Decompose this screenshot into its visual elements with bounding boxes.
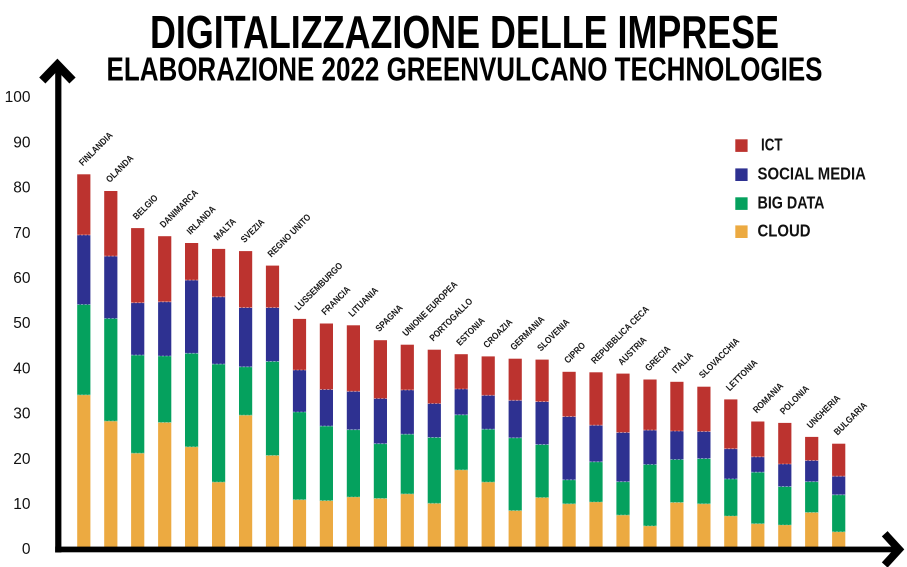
svg-text:30: 30 — [13, 406, 31, 423]
svg-text:GRECIA: GRECIA — [643, 343, 673, 373]
svg-text:60: 60 — [13, 270, 31, 287]
svg-text:BIG DATA: BIG DATA — [758, 193, 825, 213]
svg-text:UNIONE EUROPEA: UNIONE EUROPEA — [400, 279, 460, 339]
svg-text:SOCIAL MEDIA: SOCIAL MEDIA — [758, 164, 867, 184]
svg-text:BELGIO: BELGIO — [131, 192, 160, 221]
svg-text:FINLANDIA: FINLANDIA — [77, 129, 116, 168]
svg-text:ICT: ICT — [761, 135, 783, 155]
svg-text:100: 100 — [5, 89, 31, 106]
svg-text:CIPRO: CIPRO — [562, 340, 588, 366]
svg-text:90: 90 — [13, 134, 31, 151]
svg-text:LETTONIA: LETTONIA — [724, 357, 760, 393]
svg-text:80: 80 — [13, 180, 31, 197]
svg-text:DIGITALIZZAZIONE DELLE IMPRESE: DIGITALIZZAZIONE DELLE IMPRESE — [150, 6, 779, 58]
svg-text:50: 50 — [13, 315, 31, 332]
svg-text:REGNO UNITO: REGNO UNITO — [265, 212, 313, 260]
svg-text:ELABORAZIONE 2022 GREENVULCANO: ELABORAZIONE 2022 GREENVULCANO TECHNOLOG… — [107, 52, 823, 89]
svg-text:IRLANDA: IRLANDA — [184, 203, 218, 237]
svg-text:0: 0 — [22, 541, 31, 558]
svg-text:LITUANIA: LITUANIA — [346, 284, 381, 319]
svg-text:20: 20 — [13, 451, 31, 468]
svg-text:SPAGNA: SPAGNA — [373, 302, 405, 334]
svg-text:10: 10 — [13, 496, 31, 513]
svg-text:MALTA: MALTA — [211, 215, 238, 242]
svg-text:40: 40 — [13, 360, 31, 377]
svg-text:70: 70 — [13, 225, 31, 242]
svg-text:SVEZIA: SVEZIA — [238, 216, 267, 245]
svg-text:OLANDA: OLANDA — [104, 152, 136, 184]
svg-text:ITALIA: ITALIA — [670, 350, 696, 376]
svg-text:CLOUD: CLOUD — [758, 221, 811, 241]
